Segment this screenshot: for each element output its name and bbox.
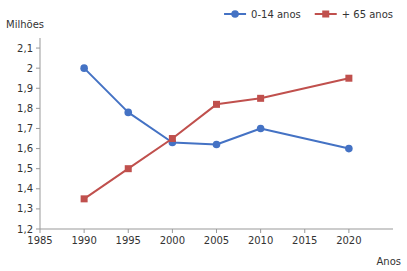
y-tick-label: 1,8	[17, 103, 33, 114]
y-tick-label: 1,2	[17, 224, 33, 235]
x-tick	[40, 229, 41, 233]
x-tick	[84, 229, 85, 233]
plot-area	[80, 64, 352, 202]
series-marker	[257, 125, 265, 133]
y-tick	[36, 229, 40, 230]
y-axis-line	[40, 38, 41, 229]
y-tick	[36, 48, 40, 49]
y-tick	[36, 88, 40, 89]
y-tick-label: 1,3	[17, 203, 33, 214]
series-marker	[345, 75, 352, 82]
legend-marker	[322, 11, 329, 18]
x-axis-label: Anos	[376, 256, 401, 267]
y-tick-label: 2,1	[17, 43, 33, 54]
x-tick-label: 1985	[27, 235, 52, 246]
series-marker	[125, 165, 132, 172]
y-tick-label: 1,9	[17, 83, 33, 94]
y-axis-label: Milhões	[6, 19, 44, 30]
x-tick	[348, 229, 349, 233]
legend-item: 0-14 anos	[224, 9, 301, 20]
legend-label: 0-14 anos	[251, 9, 301, 20]
series-marker	[213, 141, 221, 149]
y-tick	[36, 68, 40, 69]
y-tick-label: 1,5	[17, 163, 33, 174]
legend-marker	[231, 10, 239, 18]
x-tick	[172, 229, 173, 233]
x-tick-label: 1995	[116, 235, 141, 246]
y-tick-label: 1,7	[17, 123, 33, 134]
x-tick	[128, 229, 129, 233]
series-marker	[213, 101, 220, 108]
x-tick-label: 2000	[160, 235, 185, 246]
y-tick	[36, 128, 40, 129]
series-marker	[80, 64, 88, 72]
series-line	[84, 68, 349, 148]
x-tick	[304, 229, 305, 233]
y-tick	[36, 208, 40, 209]
series-line	[84, 78, 349, 199]
chart-container: 1985 1990 1995 2000 2005 2010 2015 2020 1,2 1,3 1,…	[0, 0, 407, 271]
y-tick-label: 1,6	[17, 143, 33, 154]
x-tick-label: 2010	[248, 235, 273, 246]
y-tick-label: 2	[27, 63, 33, 74]
y-tick	[36, 168, 40, 169]
series-marker	[257, 95, 264, 102]
series-marker	[345, 145, 353, 153]
x-tick	[216, 229, 217, 233]
y-tick-label: 1,4	[17, 183, 33, 194]
y-tick	[36, 148, 40, 149]
y-tick	[36, 188, 40, 189]
x-tick-label: 2020	[336, 235, 361, 246]
x-tick	[260, 229, 261, 233]
x-tick-label: 2005	[204, 235, 229, 246]
x-tick-label: 1990	[71, 235, 96, 246]
series-marker	[81, 195, 88, 202]
x-tick-label: 2015	[292, 235, 317, 246]
legend: 0-14 anos + 65 anos	[224, 9, 393, 20]
chart-svg: 1985 1990 1995 2000 2005 2010 2015 2020 1,2 1,3 1,…	[0, 0, 407, 271]
legend-label: + 65 anos	[342, 9, 393, 20]
y-tick	[36, 108, 40, 109]
series-marker	[124, 109, 132, 117]
series-marker	[169, 135, 176, 142]
legend-item: + 65 anos	[315, 9, 393, 20]
